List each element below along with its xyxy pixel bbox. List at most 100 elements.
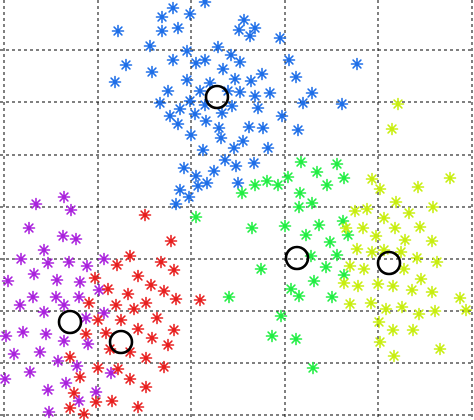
- data-point: [166, 53, 180, 67]
- data-point: [281, 170, 295, 184]
- data-point: [143, 39, 157, 53]
- data-point: [453, 291, 467, 305]
- data-point: [426, 200, 440, 214]
- data-point: [161, 338, 175, 352]
- data-point: [89, 395, 103, 409]
- data-point: [305, 196, 319, 210]
- series-0: [108, 0, 364, 211]
- data-point: [127, 302, 141, 316]
- data-point: [312, 218, 326, 232]
- data-point: [369, 229, 383, 243]
- data-point: [23, 365, 37, 379]
- data-point: [339, 221, 353, 235]
- data-point: [398, 233, 412, 247]
- data-point: [169, 197, 183, 211]
- data-point: [291, 123, 305, 137]
- data-point: [430, 255, 444, 269]
- data-point: [180, 73, 194, 87]
- data-point: [411, 180, 425, 194]
- data-point: [189, 210, 203, 224]
- data-point: [229, 159, 243, 173]
- data-point: [320, 178, 334, 192]
- data-point: [248, 89, 262, 103]
- data-point: [161, 84, 175, 98]
- series-4: [337, 97, 473, 363]
- data-point: [273, 31, 287, 45]
- data-point: [119, 58, 133, 72]
- data-point: [13, 298, 27, 312]
- data-point: [64, 203, 78, 217]
- data-point: [224, 48, 238, 62]
- data-point: [319, 260, 333, 274]
- centroid-marker-4: [376, 250, 402, 276]
- data-point: [222, 290, 236, 304]
- data-point: [67, 386, 81, 400]
- data-point: [173, 183, 187, 197]
- series-2: [63, 208, 207, 420]
- data-point: [336, 214, 350, 228]
- data-point: [337, 276, 351, 290]
- data-point: [154, 255, 168, 269]
- data-point: [27, 267, 41, 281]
- data-point: [200, 176, 214, 190]
- data-point: [131, 400, 145, 414]
- data-point: [73, 275, 87, 289]
- data-point: [97, 252, 111, 266]
- data-point: [386, 323, 400, 337]
- data-point: [405, 283, 419, 297]
- data-point: [77, 407, 91, 420]
- data-point: [271, 178, 285, 192]
- data-point: [51, 354, 65, 368]
- data-point: [357, 262, 371, 276]
- data-point: [387, 349, 401, 363]
- data-point: [37, 243, 51, 257]
- data-point: [103, 342, 117, 356]
- data-point: [364, 296, 378, 310]
- data-point: [89, 385, 103, 399]
- data-point: [80, 259, 94, 273]
- data-point: [199, 114, 213, 128]
- data-point: [173, 102, 187, 116]
- data-point: [275, 109, 289, 123]
- data-point: [63, 350, 77, 364]
- data-point: [88, 271, 102, 285]
- data-point: [215, 106, 229, 120]
- data-point: [227, 141, 241, 155]
- data-point: [79, 311, 93, 325]
- data-point: [254, 262, 268, 276]
- data-point: [243, 29, 257, 43]
- data-point: [91, 313, 105, 327]
- data-point: [131, 269, 145, 283]
- data-point: [263, 86, 277, 100]
- data-point: [63, 401, 77, 415]
- data-point: [29, 197, 43, 211]
- data-point: [188, 107, 202, 121]
- data-point: [145, 331, 159, 345]
- series-3: [189, 155, 355, 375]
- data-point: [412, 307, 426, 321]
- data-point: [123, 372, 137, 386]
- data-point: [232, 23, 246, 37]
- data-point: [183, 94, 197, 108]
- data-point: [350, 242, 364, 256]
- data-point: [37, 305, 51, 319]
- data-point: [198, 0, 212, 9]
- data-point: [377, 211, 391, 225]
- data-point: [414, 272, 428, 286]
- data-point: [139, 380, 153, 394]
- data-point: [79, 327, 93, 341]
- data-point: [70, 359, 84, 373]
- data-point: [41, 383, 55, 397]
- data-point: [207, 164, 221, 178]
- data-point: [97, 306, 111, 320]
- data-point: [57, 190, 71, 204]
- data-point: [211, 40, 225, 54]
- data-point: [153, 96, 167, 110]
- data-point: [189, 169, 203, 183]
- data-point: [299, 228, 313, 242]
- data-point: [425, 285, 439, 299]
- data-point: [157, 360, 171, 374]
- data-point: [360, 202, 374, 216]
